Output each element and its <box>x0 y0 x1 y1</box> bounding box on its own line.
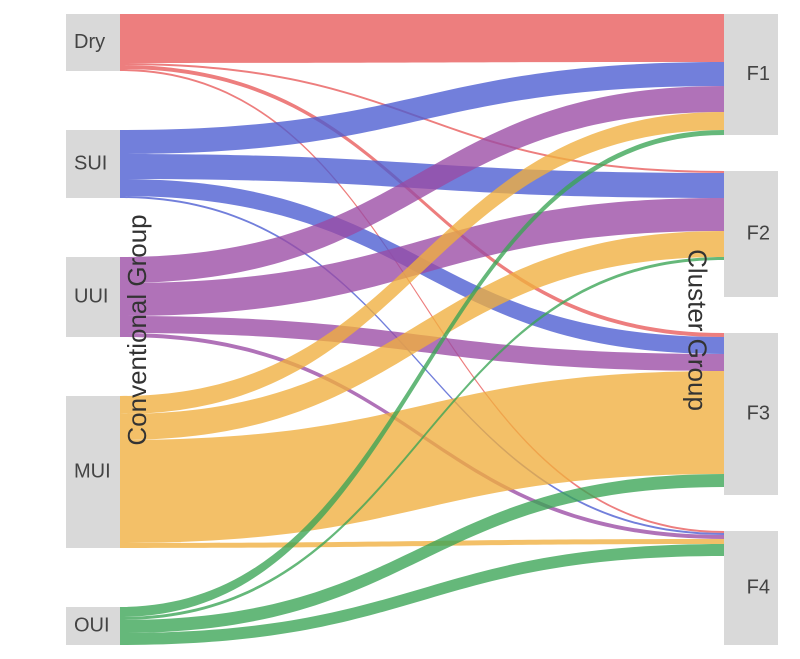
node-label-SUI: SUI <box>74 152 107 174</box>
link-Dry-F1 <box>120 14 724 63</box>
node-label-UUI: UUI <box>74 285 108 307</box>
node-label-F1: F1 <box>747 63 770 85</box>
node-label-F3: F3 <box>747 402 770 424</box>
node-label-MUI: MUI <box>74 460 111 482</box>
sankey-diagram: Conventional Group Cluster Group Dry SUI U… <box>0 0 800 659</box>
links-group <box>120 14 724 645</box>
node-label-Dry: Dry <box>74 31 105 53</box>
right-axis-label: Cluster Group <box>682 249 713 411</box>
left-axis-label: Conventional Group <box>122 214 153 445</box>
sankey-svg: Dry SUI UUI MUI OUI F1 F2 F3 F4 <box>0 0 800 659</box>
node-label-F4: F4 <box>747 576 770 598</box>
node-label-OUI: OUI <box>74 614 110 636</box>
node-label-F2: F2 <box>747 222 770 244</box>
